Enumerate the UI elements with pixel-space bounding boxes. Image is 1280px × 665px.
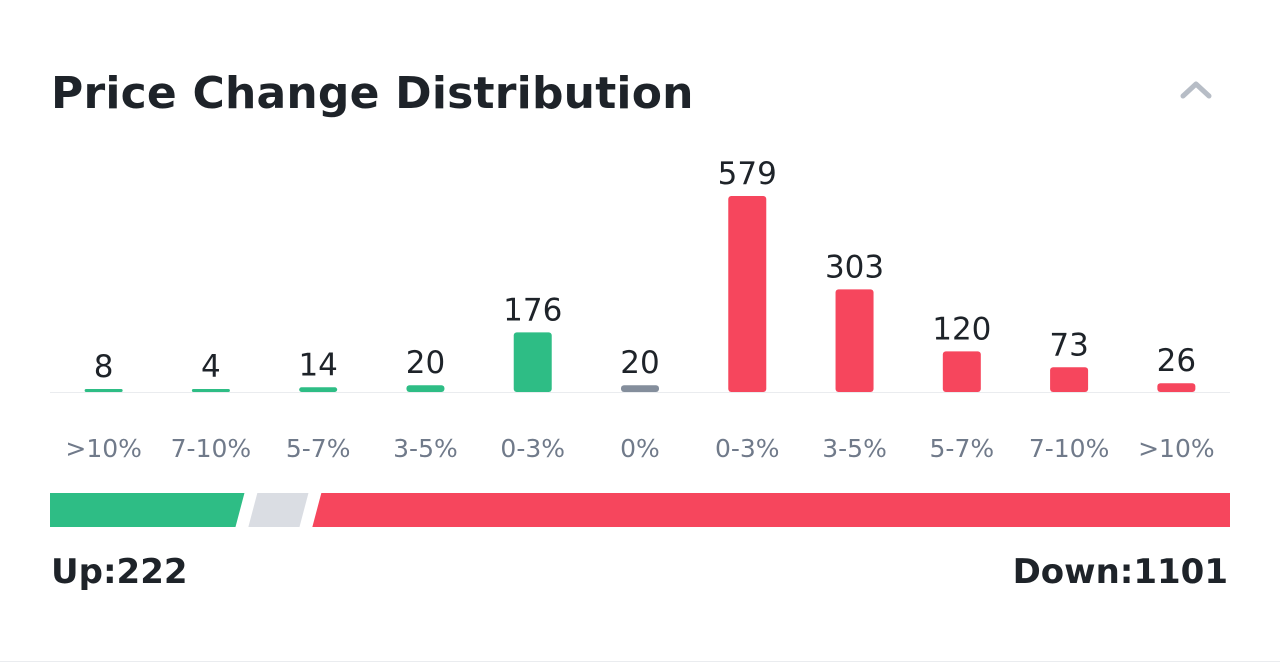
category-label: >10% <box>65 434 142 463</box>
bar-up-1 <box>191 389 230 392</box>
bar-value-label: 20 <box>406 345 445 381</box>
bar-value-label: 73 <box>1049 327 1088 363</box>
bar-up-3 <box>406 385 445 392</box>
chevron-up-icon <box>1180 81 1212 99</box>
up-count-label: Up:222 <box>51 552 188 592</box>
down-count-label: Down:1101 <box>1012 552 1228 592</box>
bar-value-label: 176 <box>503 292 562 328</box>
category-label: 0-3% <box>500 434 565 463</box>
price-change-chart: 8 >10% 4 7-10% 14 5-7% 20 3-5% 176 0-3% 20 0% 579 0-3… <box>50 156 1230 463</box>
category-label: 5-7% <box>930 434 995 463</box>
bar-up-2 <box>299 387 338 392</box>
bar-value-label: 120 <box>932 311 991 347</box>
category-label: 7-10% <box>171 434 252 463</box>
bar-value-label: 579 <box>718 156 777 192</box>
category-label: 3-5% <box>393 434 458 463</box>
up-down-ratio-bar <box>50 493 1230 527</box>
flat-ratio-segment <box>248 493 309 527</box>
bar-down-7 <box>835 289 874 392</box>
bar-down-8 <box>942 351 981 392</box>
category-label: >10% <box>1138 434 1215 463</box>
bar-value-label: 303 <box>825 249 884 285</box>
page-title: Price Change Distribution <box>51 68 694 119</box>
bar-value-label: 8 <box>94 349 114 385</box>
bar-value-label: 26 <box>1157 343 1196 379</box>
collapse-button[interactable] <box>1172 70 1220 110</box>
up-ratio-segment <box>50 493 245 527</box>
bar-down-6 <box>728 196 767 392</box>
bar-up-4 <box>513 332 552 392</box>
down-ratio-segment <box>312 493 1230 527</box>
bar-up-0 <box>84 389 123 392</box>
category-label: 5-7% <box>286 434 351 463</box>
category-label: 0-3% <box>715 434 780 463</box>
category-label: 7-10% <box>1029 434 1110 463</box>
category-label: 3-5% <box>822 434 887 463</box>
category-label: 0% <box>620 434 660 463</box>
bar-value-label: 20 <box>620 345 659 381</box>
bar-value-label: 4 <box>201 349 221 385</box>
divider <box>0 661 1280 662</box>
bar-value-label: 14 <box>298 347 337 383</box>
bar-down-10 <box>1157 383 1196 392</box>
bar-flat-5 <box>621 385 659 392</box>
bar-down-9 <box>1050 367 1089 392</box>
